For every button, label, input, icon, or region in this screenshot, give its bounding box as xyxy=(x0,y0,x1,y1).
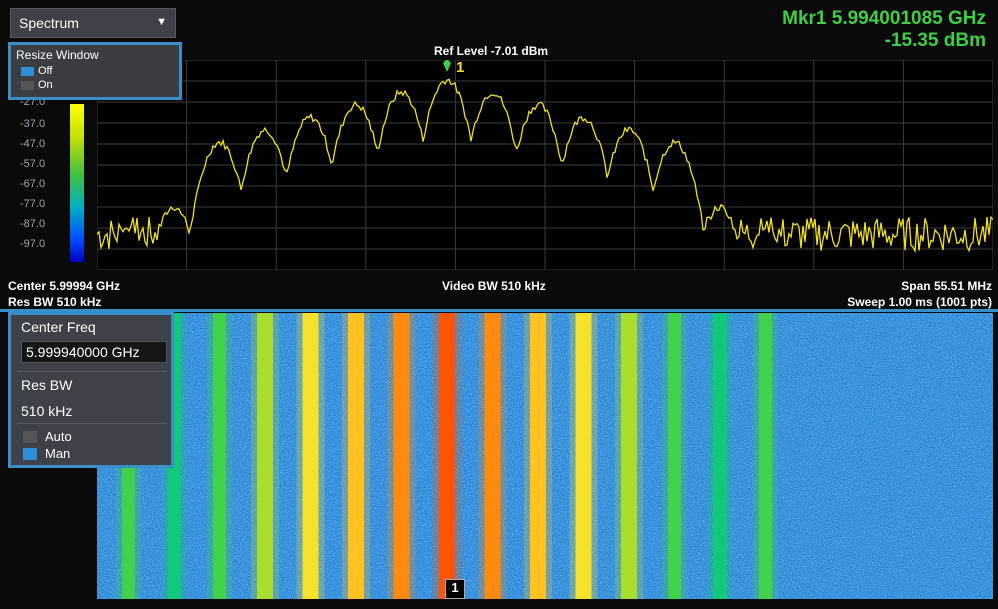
center-freq-input[interactable]: 5.999940000 GHz xyxy=(21,341,167,363)
res-bw-option-label: Auto xyxy=(45,429,72,444)
spectrum-plot[interactable] xyxy=(97,60,993,270)
divider xyxy=(17,371,167,372)
scale-label: -77.0 xyxy=(20,198,46,210)
resize-option-on[interactable]: On xyxy=(21,79,53,91)
chevron-down-icon: ▼ xyxy=(156,16,167,28)
resize-option-label: On xyxy=(38,79,53,91)
top-bar: Spectrum ▼ Mkr1 5.994001085 GHz -15.35 d… xyxy=(0,0,998,51)
marker-pin[interactable]: 1 xyxy=(440,58,470,85)
spectrogram-bands xyxy=(116,313,778,599)
sweep-info: Sweep 1.00 ms (1001 pts) xyxy=(847,295,992,309)
center-info: Center 5.99994 GHz xyxy=(8,279,121,293)
video-bw-info: Video BW 510 kHz xyxy=(442,279,546,293)
resize-option-label: Off xyxy=(38,65,53,77)
divider xyxy=(17,423,167,424)
span-info: Span 55.51 MHz xyxy=(901,279,992,293)
marker-amplitude: -15.35 dBm xyxy=(884,30,986,51)
color-scale-bar xyxy=(70,104,84,262)
spectrogram-marker[interactable]: 1 xyxy=(445,579,465,599)
marker-frequency: Mkr1 5.994001085 GHz xyxy=(782,8,986,29)
res-bw-value[interactable]: 510 kHz xyxy=(21,403,73,419)
res-bw-info: Res BW 510 kHz xyxy=(8,295,102,309)
marker-diamond-icon xyxy=(443,60,451,72)
radio-selected-icon xyxy=(21,66,34,76)
res-bw-title: Res BW xyxy=(21,377,73,393)
mode-dropdown[interactable]: Spectrum ▼ xyxy=(10,8,176,38)
scale-label: -67.0 xyxy=(20,178,46,190)
plot-grid xyxy=(97,60,993,270)
resize-option-off[interactable]: Off xyxy=(21,65,52,77)
window-divider xyxy=(0,309,998,312)
center-freq-title: Center Freq xyxy=(21,319,96,335)
radio-unselected-icon xyxy=(23,430,37,443)
res-bw-option-label: Man xyxy=(45,446,71,461)
spectrum-svg xyxy=(97,60,993,270)
scale-label: -97.0 xyxy=(20,238,46,250)
scale-label: -87.0 xyxy=(20,218,46,230)
marker-readout: Mkr1 5.994001085 GHz -15.35 dBm xyxy=(782,8,986,52)
res-bw-option-auto[interactable]: Auto xyxy=(23,429,72,444)
settings-panel: Center Freq 5.999940000 GHz Res BW 510 k… xyxy=(8,312,174,468)
radio-selected-icon xyxy=(23,447,37,460)
resize-window-panel[interactable]: Resize Window Off On xyxy=(8,42,182,100)
amplitude-scale: -27.0 -37.0 -47.0 -57.0 -67.0 -77.0 -87.… xyxy=(0,96,97,278)
scale-label: -57.0 xyxy=(20,158,46,170)
scale-label: -47.0 xyxy=(20,138,46,150)
spectrogram-svg xyxy=(97,313,993,599)
spectrogram-plot[interactable] xyxy=(97,313,993,599)
spectrum-trace xyxy=(97,78,993,254)
marker-number: 1 xyxy=(456,59,465,76)
mode-label: Spectrum xyxy=(19,15,79,31)
radio-unselected-icon xyxy=(21,80,34,90)
resize-window-title: Resize Window xyxy=(16,48,99,62)
scale-label: -37.0 xyxy=(20,118,46,130)
ref-level-label: Ref Level -7.01 dBm xyxy=(434,44,549,58)
res-bw-option-man[interactable]: Man xyxy=(23,446,70,461)
